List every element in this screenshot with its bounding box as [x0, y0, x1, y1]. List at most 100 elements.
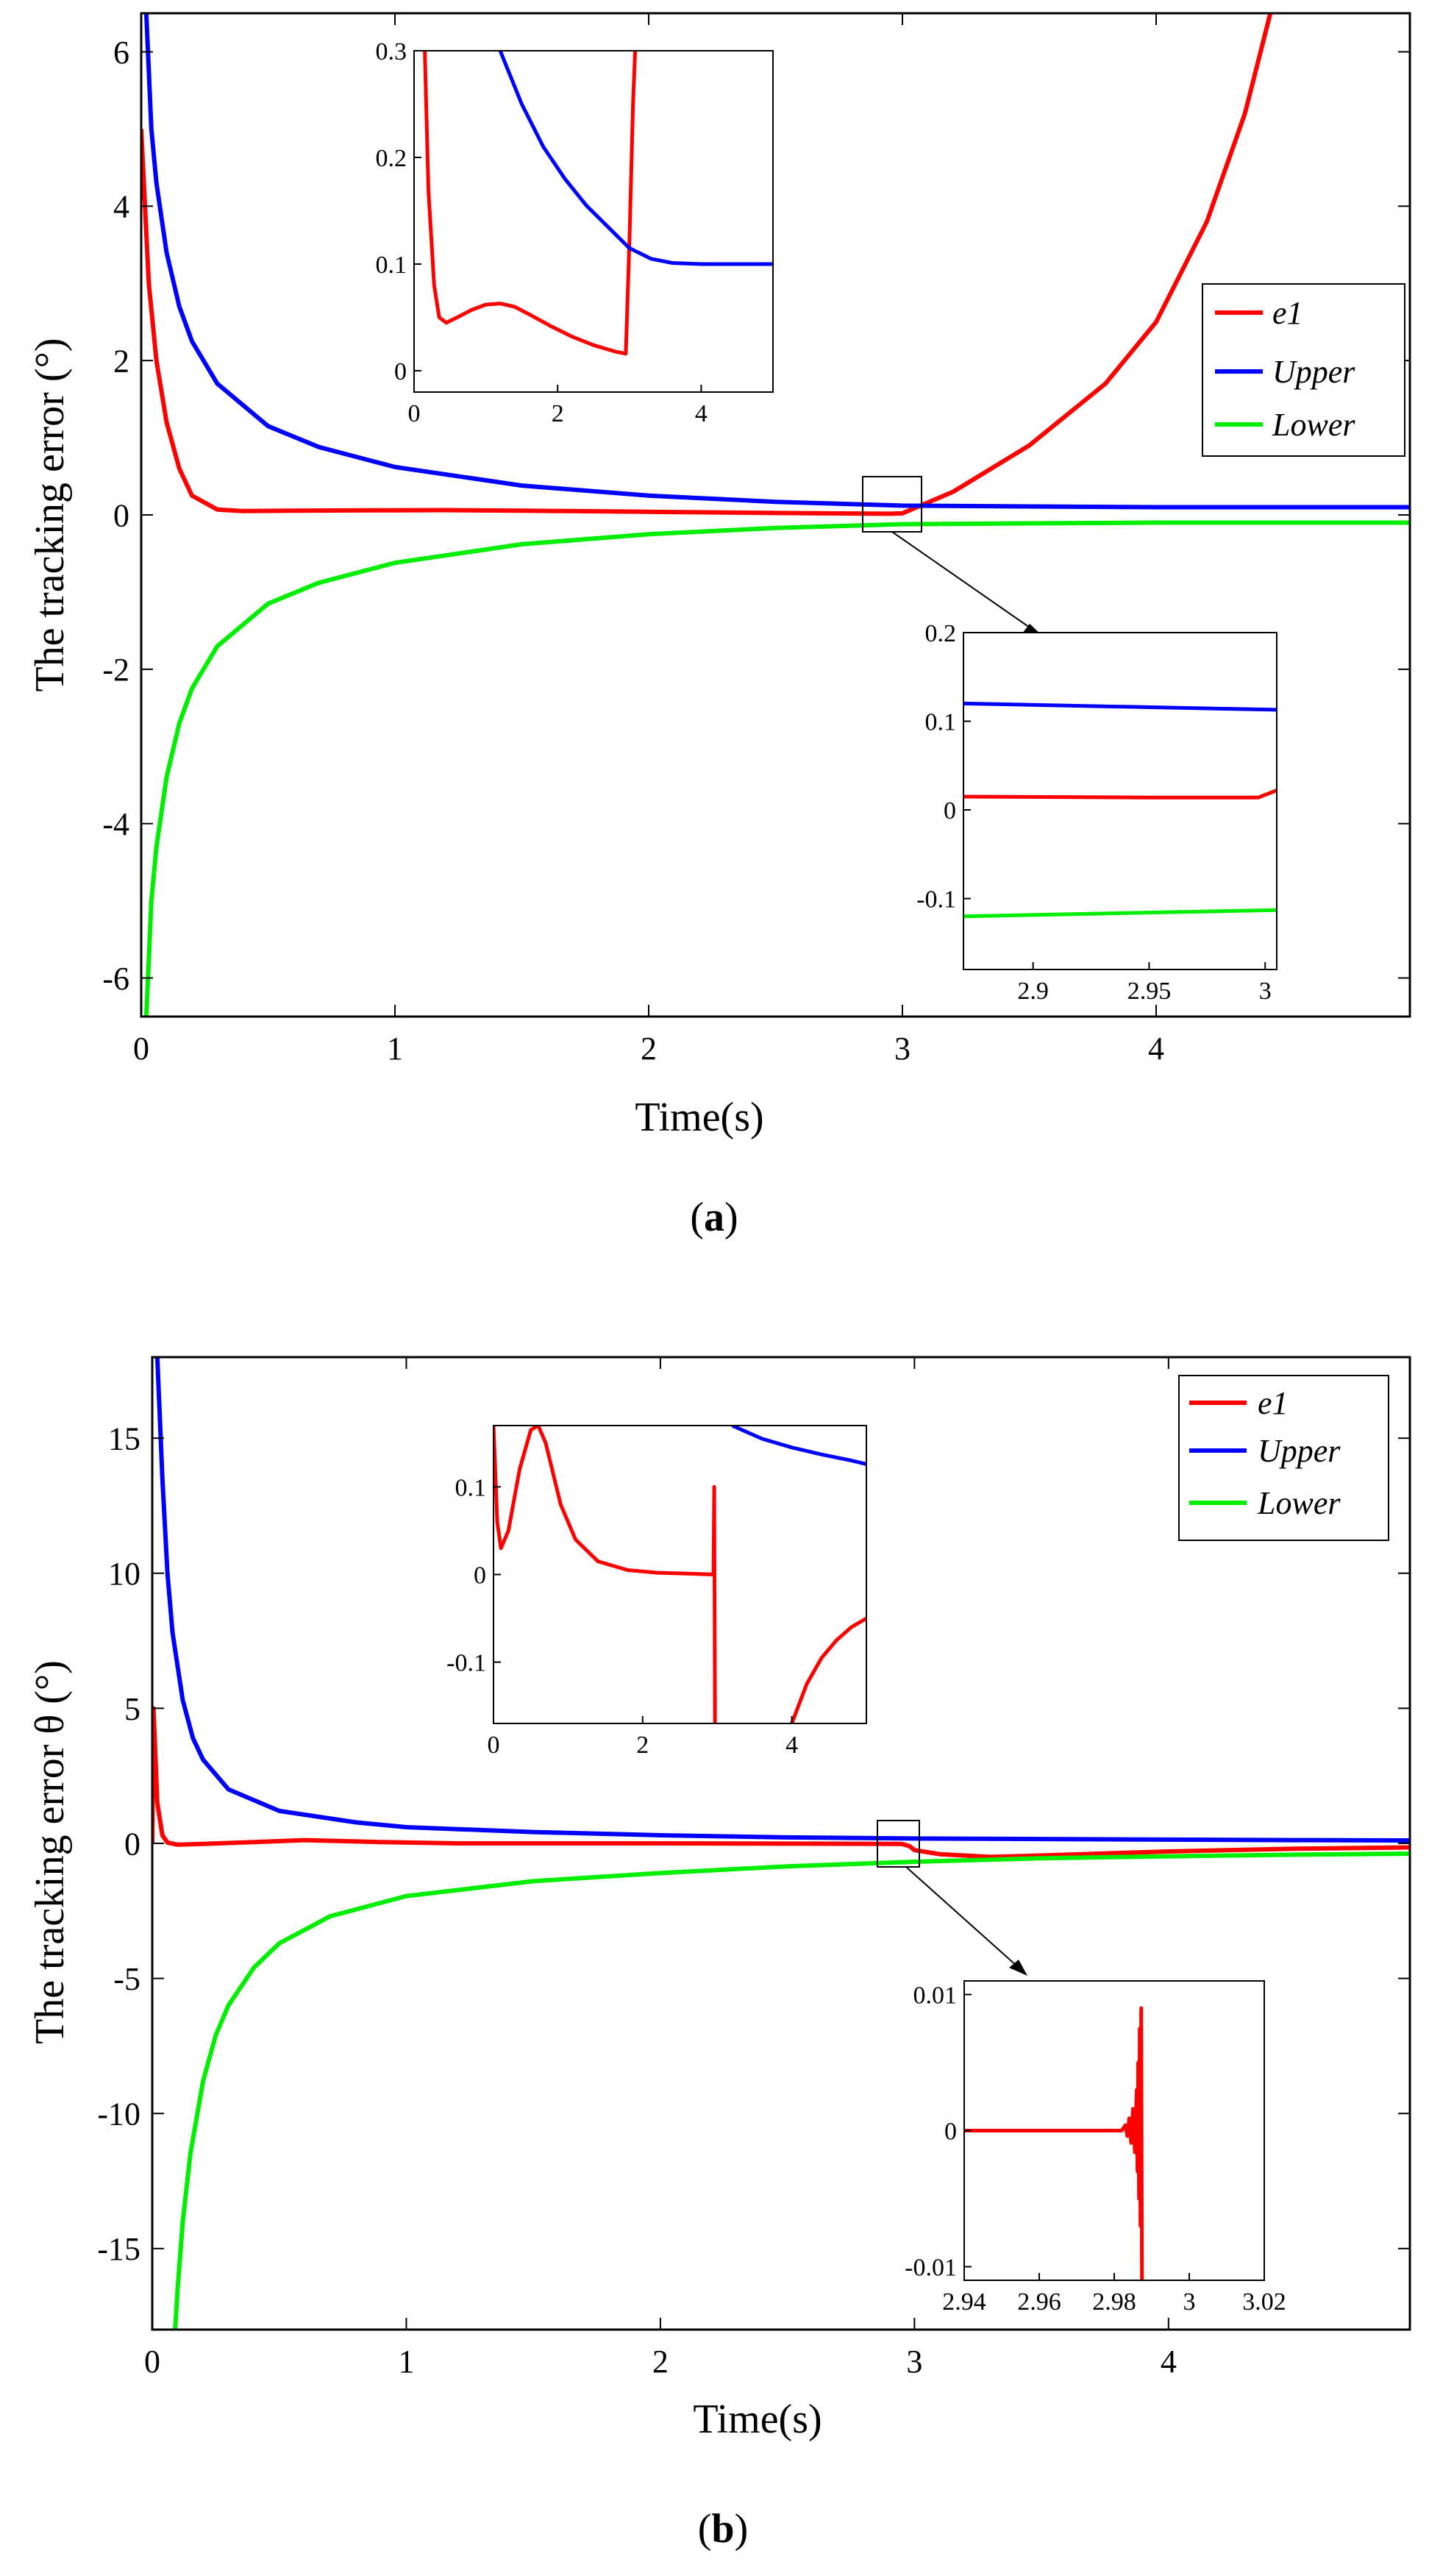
y-tick-label: 0.1	[376, 252, 407, 279]
y-tick-label: -10	[97, 2096, 140, 2132]
x-tick-label: 1	[387, 1031, 403, 1067]
legend-upper-label: Upper	[1272, 354, 1355, 390]
series-upper-line	[731, 1426, 866, 1466]
panel-a-inset-top: 0 2 4 0 0.1 0.2 0.3	[376, 38, 774, 427]
x-tick-label: 0	[408, 400, 421, 427]
panel-a-zoom-arrow	[891, 531, 1030, 628]
x-tick-label: 2	[652, 2344, 669, 2380]
y-tick-label: 0.2	[376, 145, 407, 172]
x-tick-label: 3	[906, 2344, 922, 2380]
x-tick-label: 0	[144, 2344, 160, 2380]
panel-a-legend: e1 Upper Lower	[1202, 283, 1405, 457]
panel-b-inset-top-lines	[493, 1426, 866, 1723]
series-e1-line	[493, 1426, 717, 1723]
series-upper-line	[154, 1357, 1410, 1843]
panel-b-zoom-arrowhead	[1009, 1960, 1027, 1976]
panel-a-inset-top-frame	[413, 50, 774, 393]
series-upper-line	[963, 701, 1277, 712]
y-tick-label: -0.1	[446, 1650, 486, 1677]
series-lower-line	[143, 520, 1410, 1017]
y-tick-label: -2	[102, 652, 129, 688]
series-upper-line	[143, 13, 1410, 510]
x-tick-label: 2.98	[1092, 2288, 1136, 2316]
series-e1-line	[423, 51, 638, 356]
y-tick-label: 15	[108, 1421, 140, 1457]
x-tick-label: 3	[1259, 978, 1272, 1005]
x-tick-label: 3.02	[1242, 2288, 1286, 2316]
x-tick-label: 2.96	[1017, 2288, 1061, 2316]
panel-a-x-axis-label: Time(s)	[635, 1095, 763, 1140]
y-tick-label: -4	[102, 806, 129, 842]
x-tick-label: 2.9	[1017, 978, 1049, 1005]
legend-e1-label: e1	[1272, 295, 1303, 331]
y-tick-label: -0.01	[905, 2254, 957, 2281]
y-tick-label: 4	[113, 189, 129, 225]
series-e1-line	[152, 1706, 1410, 1860]
panel-a-main-lines	[141, 13, 1410, 1017]
x-tick-label: 4	[695, 400, 708, 427]
x-tick-label: 2	[641, 1031, 657, 1067]
series-e1-line	[964, 2006, 1144, 2280]
y-tick-label: -6	[102, 961, 129, 997]
legend-b-upper-label: Upper	[1258, 1433, 1341, 1469]
panel-a-inset-bottom-lines	[963, 701, 1277, 919]
series-e1-line	[790, 1616, 866, 1723]
x-tick-label: 2.94	[942, 2288, 986, 2316]
panel-a-caption-letter: a	[704, 1195, 724, 1240]
panel-a-y-axis-label: The tracking error (°)	[27, 338, 73, 691]
x-tick-label: 4	[1148, 1031, 1164, 1067]
panel-b-x-axis-label: Time(s)	[693, 2397, 822, 2442]
panel-b-inset-top: 0 2 4 -0.1 0 0.1	[446, 1425, 867, 1759]
y-tick-label: 2	[113, 344, 129, 380]
panel-a-inset-bottom-ticks: 2.9 2.95 3 -0.1 0 0.1 0.2	[916, 620, 1272, 1005]
panel-b-main-lines	[152, 1357, 1410, 2330]
y-tick-label: 6	[113, 35, 129, 71]
y-tick-label: 0	[113, 497, 129, 533]
y-tick-label: 5	[124, 1691, 140, 1727]
panel-b-zoom-box	[877, 1820, 920, 1868]
panel-b-inset-bottom-ticks: 2.94 2.96 2.98 3 3.02 -0.01 0 0.01	[905, 1982, 1286, 2316]
panel-a-axis-ticks: 0 1 2 3 4 -6 -4 -2 0 2 4 6	[102, 13, 1410, 1067]
x-tick-label: 2	[636, 1732, 649, 1759]
y-tick-label: 0	[124, 1826, 140, 1862]
panel-b-inset-bottom-lines	[964, 2006, 1144, 2280]
y-tick-label: 0.1	[925, 708, 957, 736]
panel-a-inset-top-ticks: 0 2 4 0 0.1 0.2 0.3	[376, 38, 708, 427]
chart-panel-a: 0 1 2 3 4 -6 -4 -2 0 2 4 6 Time(s) The tracking err…	[27, 12, 1411, 1240]
legend-lower-label: Lower	[1272, 407, 1355, 443]
y-tick-label: 0.3	[376, 38, 407, 65]
panel-a-inset-bottom-bg	[963, 633, 1277, 969]
y-tick-label: 0.1	[455, 1474, 487, 1501]
series-upper-line	[498, 51, 773, 266]
panel-a-inset-bottom-frame	[963, 632, 1277, 970]
x-tick-label: 3	[1183, 2288, 1196, 2316]
y-tick-label: -15	[97, 2231, 140, 2267]
panel-a-inset-bottom: 2.9 2.95 3 -0.1 0 0.1 0.2	[916, 620, 1277, 1005]
y-tick-label: 10	[108, 1556, 140, 1592]
series-lower-line	[173, 1851, 1410, 2330]
y-tick-label: 0.01	[913, 1982, 958, 2009]
y-tick-label: 0	[474, 1562, 486, 1589]
legend-b-e1-label: e1	[1258, 1385, 1289, 1421]
legend-b-lower-label: Lower	[1257, 1485, 1341, 1521]
panel-b-y-axis-label: The tracking error θ (°)	[27, 1660, 73, 2044]
x-tick-label: 3	[894, 1031, 911, 1067]
x-tick-label: 4	[785, 1732, 798, 1759]
y-tick-label: 0	[394, 358, 407, 385]
panel-b-inset-bottom: 2.94 2.96 2.98 3 3.02 -0.01 0 0.01	[905, 1980, 1286, 2316]
y-tick-label: 0	[944, 797, 956, 825]
x-tick-label: 4	[1161, 2344, 1177, 2380]
x-tick-label: 2.95	[1127, 978, 1172, 1005]
panel-b-caption: (b)	[698, 2506, 748, 2552]
series-e1-line	[141, 13, 1273, 516]
series-lower-line	[963, 908, 1277, 919]
y-tick-label: 0	[944, 2118, 957, 2145]
series-e1-line	[963, 789, 1277, 800]
panel-b-inset-top-ticks: 0 2 4 -0.1 0 0.1	[446, 1474, 798, 1759]
y-tick-label: -0.1	[916, 886, 956, 913]
panel-b-zoom-arrow	[905, 1866, 1018, 1967]
panel-b-legend: e1 Upper Lower	[1178, 1375, 1389, 1541]
